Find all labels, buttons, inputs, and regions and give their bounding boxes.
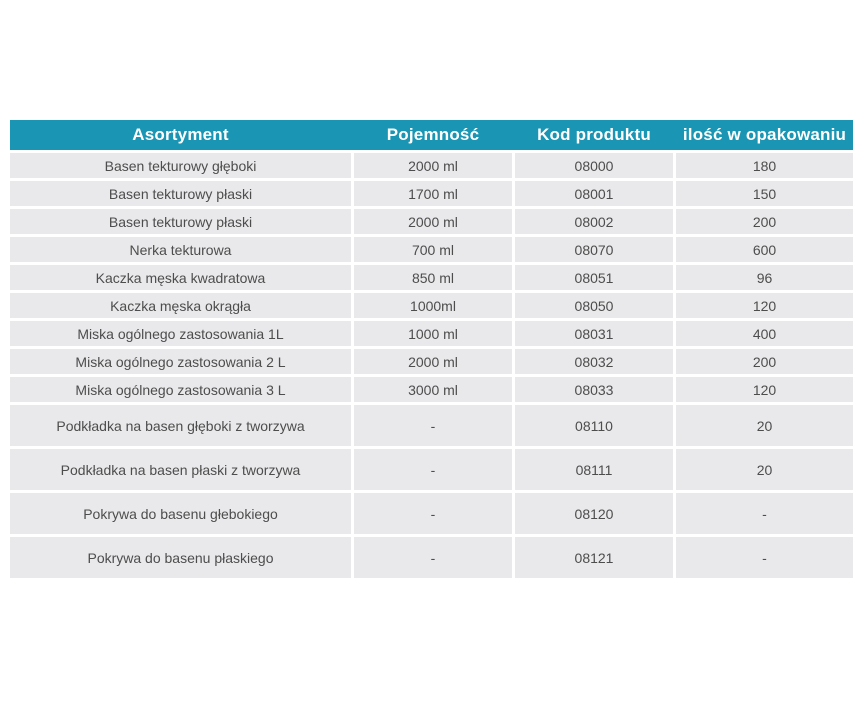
product-table: Asortyment Pojemność Kod produktu ilość … [10, 120, 853, 578]
table-cell: 850 ml [354, 265, 512, 290]
table-cell: Miska ogólnego zastosowania 1L [10, 321, 351, 346]
table-cell: 08031 [515, 321, 673, 346]
table-cell: 2000 ml [354, 349, 512, 374]
table-cell: Basen tekturowy głęboki [10, 153, 351, 178]
table-cell: 08001 [515, 181, 673, 206]
table-cell: - [354, 493, 512, 534]
table-cell: 08033 [515, 377, 673, 402]
table-cell: 2000 ml [354, 153, 512, 178]
table-cell: 3000 ml [354, 377, 512, 402]
table-cell: Kaczka męska kwadratowa [10, 265, 351, 290]
table-body: Basen tekturowy głęboki 2000 ml 08000 180 Ba… [10, 153, 853, 578]
table-cell: 08002 [515, 209, 673, 234]
column-header-ilosc-w-opakowaniu: ilość w opakowaniu [682, 125, 847, 144]
table-cell: 08070 [515, 237, 673, 262]
table-cell: 08111 [515, 449, 673, 490]
table-cell: 20 [676, 449, 853, 490]
table-cell: 700 ml [354, 237, 512, 262]
table-cell: 200 [676, 349, 853, 374]
table-cell: 1000ml [354, 293, 512, 318]
table-cell: Podkładka na basen płaski z tworzywa [10, 449, 351, 490]
table-cell: - [354, 405, 512, 446]
table-cell: - [354, 449, 512, 490]
table-cell: 08050 [515, 293, 673, 318]
table-cell: Miska ogólnego zastosowania 3 L [10, 377, 351, 402]
table-cell: Nerka tekturowa [10, 237, 351, 262]
table-cell: 08000 [515, 153, 673, 178]
column-header-kod-produktu: Kod produktu [537, 125, 651, 144]
table-header-row: Asortyment Pojemność Kod produktu ilość … [10, 120, 853, 150]
table-cell: 20 [676, 405, 853, 446]
table-cell: 08120 [515, 493, 673, 534]
table-cell: - [676, 537, 853, 578]
table-cell: 08032 [515, 349, 673, 374]
column-header-asortyment: Asortyment [132, 125, 229, 144]
column-header-pojemnosc: Pojemność [386, 125, 480, 144]
table-cell: 400 [676, 321, 853, 346]
table-cell: Basen tekturowy płaski [10, 209, 351, 234]
table-cell: 120 [676, 377, 853, 402]
table-cell: 08110 [515, 405, 673, 446]
table-cell: 08121 [515, 537, 673, 578]
table-cell: Basen tekturowy płaski [10, 181, 351, 206]
table-cell: Miska ogólnego zastosowania 2 L [10, 349, 351, 374]
table-cell: - [354, 537, 512, 578]
table-cell: - [676, 493, 853, 534]
table-cell: Pokrywa do basenu głebokiego [10, 493, 351, 534]
table-cell: 150 [676, 181, 853, 206]
table-cell: Podkładka na basen głęboki z tworzywa [10, 405, 351, 446]
table-cell: 08051 [515, 265, 673, 290]
table-cell: 1700 ml [354, 181, 512, 206]
table-cell: 120 [676, 293, 853, 318]
table-cell: 1000 ml [354, 321, 512, 346]
table-cell: Kaczka męska okrągła [10, 293, 351, 318]
table-cell: Pokrywa do basenu płaskiego [10, 537, 351, 578]
table-cell: 600 [676, 237, 853, 262]
table-cell: 2000 ml [354, 209, 512, 234]
table-cell: 200 [676, 209, 853, 234]
table-cell: 180 [676, 153, 853, 178]
table-cell: 96 [676, 265, 853, 290]
